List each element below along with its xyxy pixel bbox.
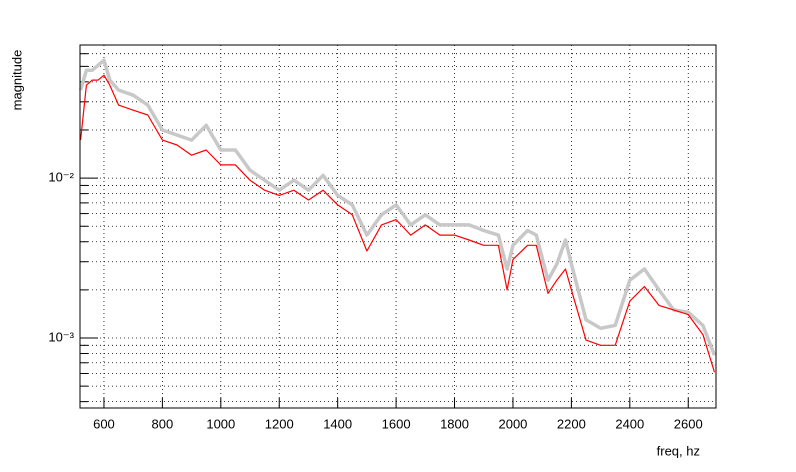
x-tick-label: 1600 [382, 416, 411, 431]
x-tick-label: 1400 [323, 416, 352, 431]
x-tick-label: 1800 [440, 416, 469, 431]
x-tick-label: 1200 [265, 416, 294, 431]
data-line [78, 58, 717, 356]
x-tick-label: 600 [93, 416, 115, 431]
x-axis-label: freq, hz [657, 443, 700, 458]
y-tick-label: 10⁻³ [48, 329, 74, 344]
x-tick-label: 2000 [498, 416, 527, 431]
y-axis-label: magnitude [9, 50, 24, 111]
x-tick-label: 2600 [674, 416, 703, 431]
data-line [80, 74, 716, 373]
y-tick-label: 10⁻² [48, 170, 74, 185]
plot-frame [79, 44, 717, 409]
x-tick-label: 800 [152, 416, 174, 431]
x-tick-label: 1000 [206, 416, 235, 431]
x-tick-label: 2400 [615, 416, 644, 431]
x-tick-label: 2200 [557, 416, 586, 431]
